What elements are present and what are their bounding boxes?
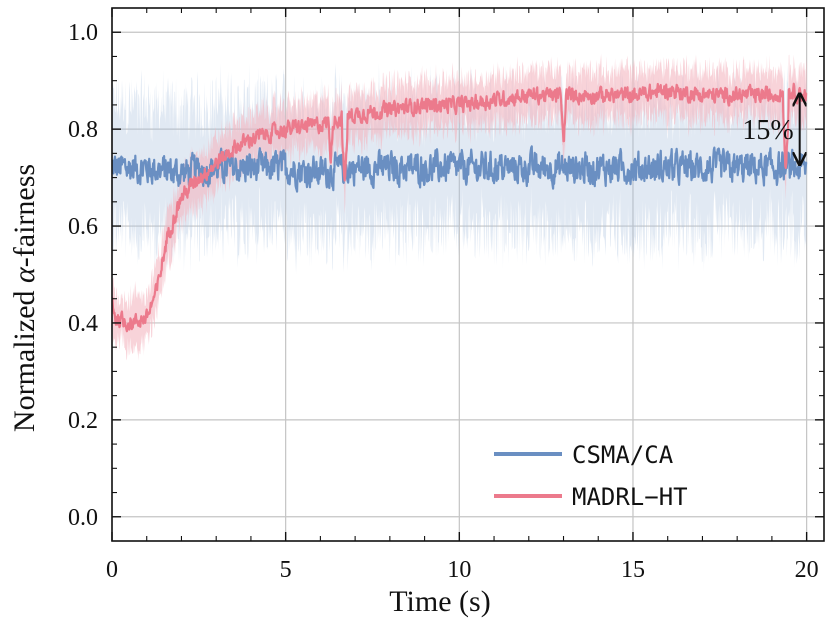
- x-tick-label: 5: [280, 557, 292, 583]
- y-tick-label: 0.4: [68, 311, 98, 337]
- x-axis-ticks: 0 5 10 15 20: [106, 8, 819, 583]
- legend-label-madrl-ht: MADRL−HT: [572, 483, 688, 511]
- y-axis-ticks: 0.0 0.2 0.4 0.6 0.8 1.0: [68, 20, 824, 531]
- x-tick-label: 15: [621, 557, 645, 583]
- legend-label-csma-ca: CSMA/CA: [572, 441, 674, 469]
- y-axis-label-symbol: α: [8, 266, 41, 283]
- y-tick-label: 0.0: [68, 505, 98, 531]
- gap-annotation: 15%: [742, 95, 799, 163]
- y-axis-label: Normalized α-fairness: [8, 164, 41, 432]
- csma-ca-line: [112, 145, 808, 193]
- x-tick-label: 20: [795, 557, 819, 583]
- x-tick-label: 10: [447, 557, 471, 583]
- y-tick-label: 0.6: [68, 214, 98, 240]
- y-tick-label: 0.2: [68, 408, 98, 434]
- y-tick-label: 1.0: [68, 20, 98, 46]
- y-axis-label-prefix: Normalized: [8, 283, 41, 432]
- series-layer: [112, 52, 808, 361]
- x-tick-label: 0: [106, 557, 118, 583]
- legend: CSMA/CA MADRL−HT: [494, 441, 688, 511]
- x-axis-label: Time (s): [389, 585, 490, 618]
- madrl-ht-line: [112, 82, 808, 333]
- gap-label: 15%: [742, 115, 793, 146]
- y-axis-label-suffix: -fairness: [8, 164, 41, 267]
- y-tick-label: 0.8: [68, 117, 98, 143]
